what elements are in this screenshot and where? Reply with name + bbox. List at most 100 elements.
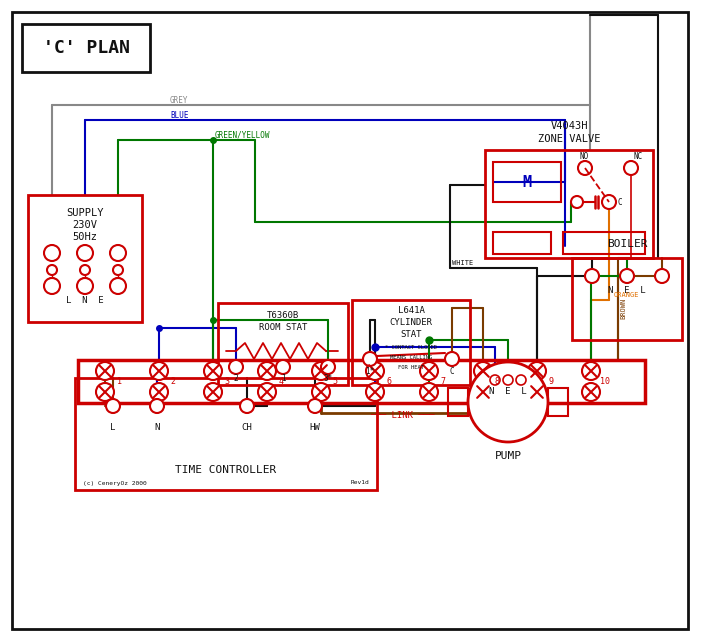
Circle shape xyxy=(96,362,114,380)
Text: CYLINDER: CYLINDER xyxy=(390,317,432,326)
Circle shape xyxy=(229,360,243,374)
Text: SUPPLY: SUPPLY xyxy=(66,208,104,218)
Circle shape xyxy=(77,245,93,261)
Text: N  E  L: N E L xyxy=(608,285,646,294)
Text: L: L xyxy=(110,424,116,433)
Circle shape xyxy=(321,360,335,374)
Circle shape xyxy=(77,278,93,294)
Text: HW: HW xyxy=(310,424,320,433)
Circle shape xyxy=(113,278,123,288)
Bar xyxy=(22,24,150,72)
Text: MEANS CALLING: MEANS CALLING xyxy=(390,354,432,360)
Text: Rev1d: Rev1d xyxy=(350,481,369,485)
Text: STAT: STAT xyxy=(400,329,422,338)
Text: 9: 9 xyxy=(548,377,553,386)
Circle shape xyxy=(474,362,492,380)
Circle shape xyxy=(571,196,583,208)
Circle shape xyxy=(204,362,222,380)
Text: V4043H: V4043H xyxy=(550,121,588,131)
Circle shape xyxy=(110,245,126,261)
Text: ROOM STAT: ROOM STAT xyxy=(259,322,307,331)
Circle shape xyxy=(204,383,222,401)
Circle shape xyxy=(96,383,114,401)
Bar xyxy=(493,232,551,254)
Text: 50Hz: 50Hz xyxy=(72,232,98,242)
Bar xyxy=(448,388,468,416)
Circle shape xyxy=(578,161,592,175)
Text: 2: 2 xyxy=(171,377,176,386)
Text: C: C xyxy=(450,367,454,376)
Circle shape xyxy=(80,265,90,275)
Text: 1*: 1* xyxy=(365,367,375,376)
Circle shape xyxy=(445,352,459,366)
Circle shape xyxy=(366,383,384,401)
Text: NC: NC xyxy=(634,151,643,160)
Circle shape xyxy=(47,278,57,288)
Text: L  N  E: L N E xyxy=(66,296,104,304)
Text: ZONE VALVE: ZONE VALVE xyxy=(538,134,600,144)
Text: TIME CONTROLLER: TIME CONTROLLER xyxy=(176,465,277,475)
Circle shape xyxy=(312,362,330,380)
Text: 8: 8 xyxy=(494,377,500,386)
Text: C: C xyxy=(618,197,623,206)
Bar xyxy=(485,150,653,258)
Bar xyxy=(78,360,645,403)
Bar xyxy=(28,195,142,322)
Circle shape xyxy=(582,383,600,401)
Text: L641A: L641A xyxy=(397,306,425,315)
Text: GREEN/YELLOW: GREEN/YELLOW xyxy=(215,131,270,140)
Circle shape xyxy=(44,245,60,261)
Text: BROWN: BROWN xyxy=(620,297,626,319)
Circle shape xyxy=(150,399,164,413)
Text: CH: CH xyxy=(241,424,253,433)
Text: * CONTACT CLOSED: * CONTACT CLOSED xyxy=(385,344,437,349)
Text: PUMP: PUMP xyxy=(494,451,522,461)
Bar xyxy=(572,258,682,340)
Circle shape xyxy=(80,278,90,288)
Bar xyxy=(563,232,645,254)
Circle shape xyxy=(240,399,254,413)
Circle shape xyxy=(113,265,123,275)
Circle shape xyxy=(47,265,57,275)
Text: (c) CeneryOz 2000: (c) CeneryOz 2000 xyxy=(83,481,147,485)
Circle shape xyxy=(655,269,669,283)
Text: T6360B: T6360B xyxy=(267,310,299,319)
Text: ─── LINK ───: ─── LINK ─── xyxy=(370,410,435,419)
Text: FOR HEAT: FOR HEAT xyxy=(398,365,424,369)
Bar xyxy=(548,388,568,416)
Circle shape xyxy=(420,362,438,380)
Bar xyxy=(493,162,561,202)
Circle shape xyxy=(420,383,438,401)
Circle shape xyxy=(150,383,168,401)
Text: WHITE: WHITE xyxy=(452,260,473,266)
Text: 'C' PLAN: 'C' PLAN xyxy=(43,39,129,57)
Text: 3*: 3* xyxy=(324,374,333,383)
Text: M: M xyxy=(522,174,531,190)
Bar xyxy=(218,303,348,385)
Circle shape xyxy=(110,278,126,294)
Circle shape xyxy=(602,195,616,209)
Circle shape xyxy=(468,362,548,442)
Circle shape xyxy=(490,375,500,385)
Bar xyxy=(352,300,470,385)
Circle shape xyxy=(366,362,384,380)
Text: 230V: 230V xyxy=(72,220,98,230)
Circle shape xyxy=(363,352,377,366)
Circle shape xyxy=(624,161,638,175)
Circle shape xyxy=(276,360,290,374)
Text: 10: 10 xyxy=(600,377,610,386)
Circle shape xyxy=(528,383,546,401)
Circle shape xyxy=(474,383,492,401)
Circle shape xyxy=(312,383,330,401)
Circle shape xyxy=(503,375,513,385)
Bar xyxy=(75,378,377,490)
Circle shape xyxy=(150,362,168,380)
Text: 2: 2 xyxy=(234,374,238,383)
Circle shape xyxy=(258,362,276,380)
Text: 7: 7 xyxy=(440,377,446,386)
Circle shape xyxy=(308,399,322,413)
Text: BOILER: BOILER xyxy=(607,239,647,249)
Circle shape xyxy=(582,362,600,380)
Text: 6: 6 xyxy=(387,377,392,386)
Text: NO: NO xyxy=(580,151,589,160)
